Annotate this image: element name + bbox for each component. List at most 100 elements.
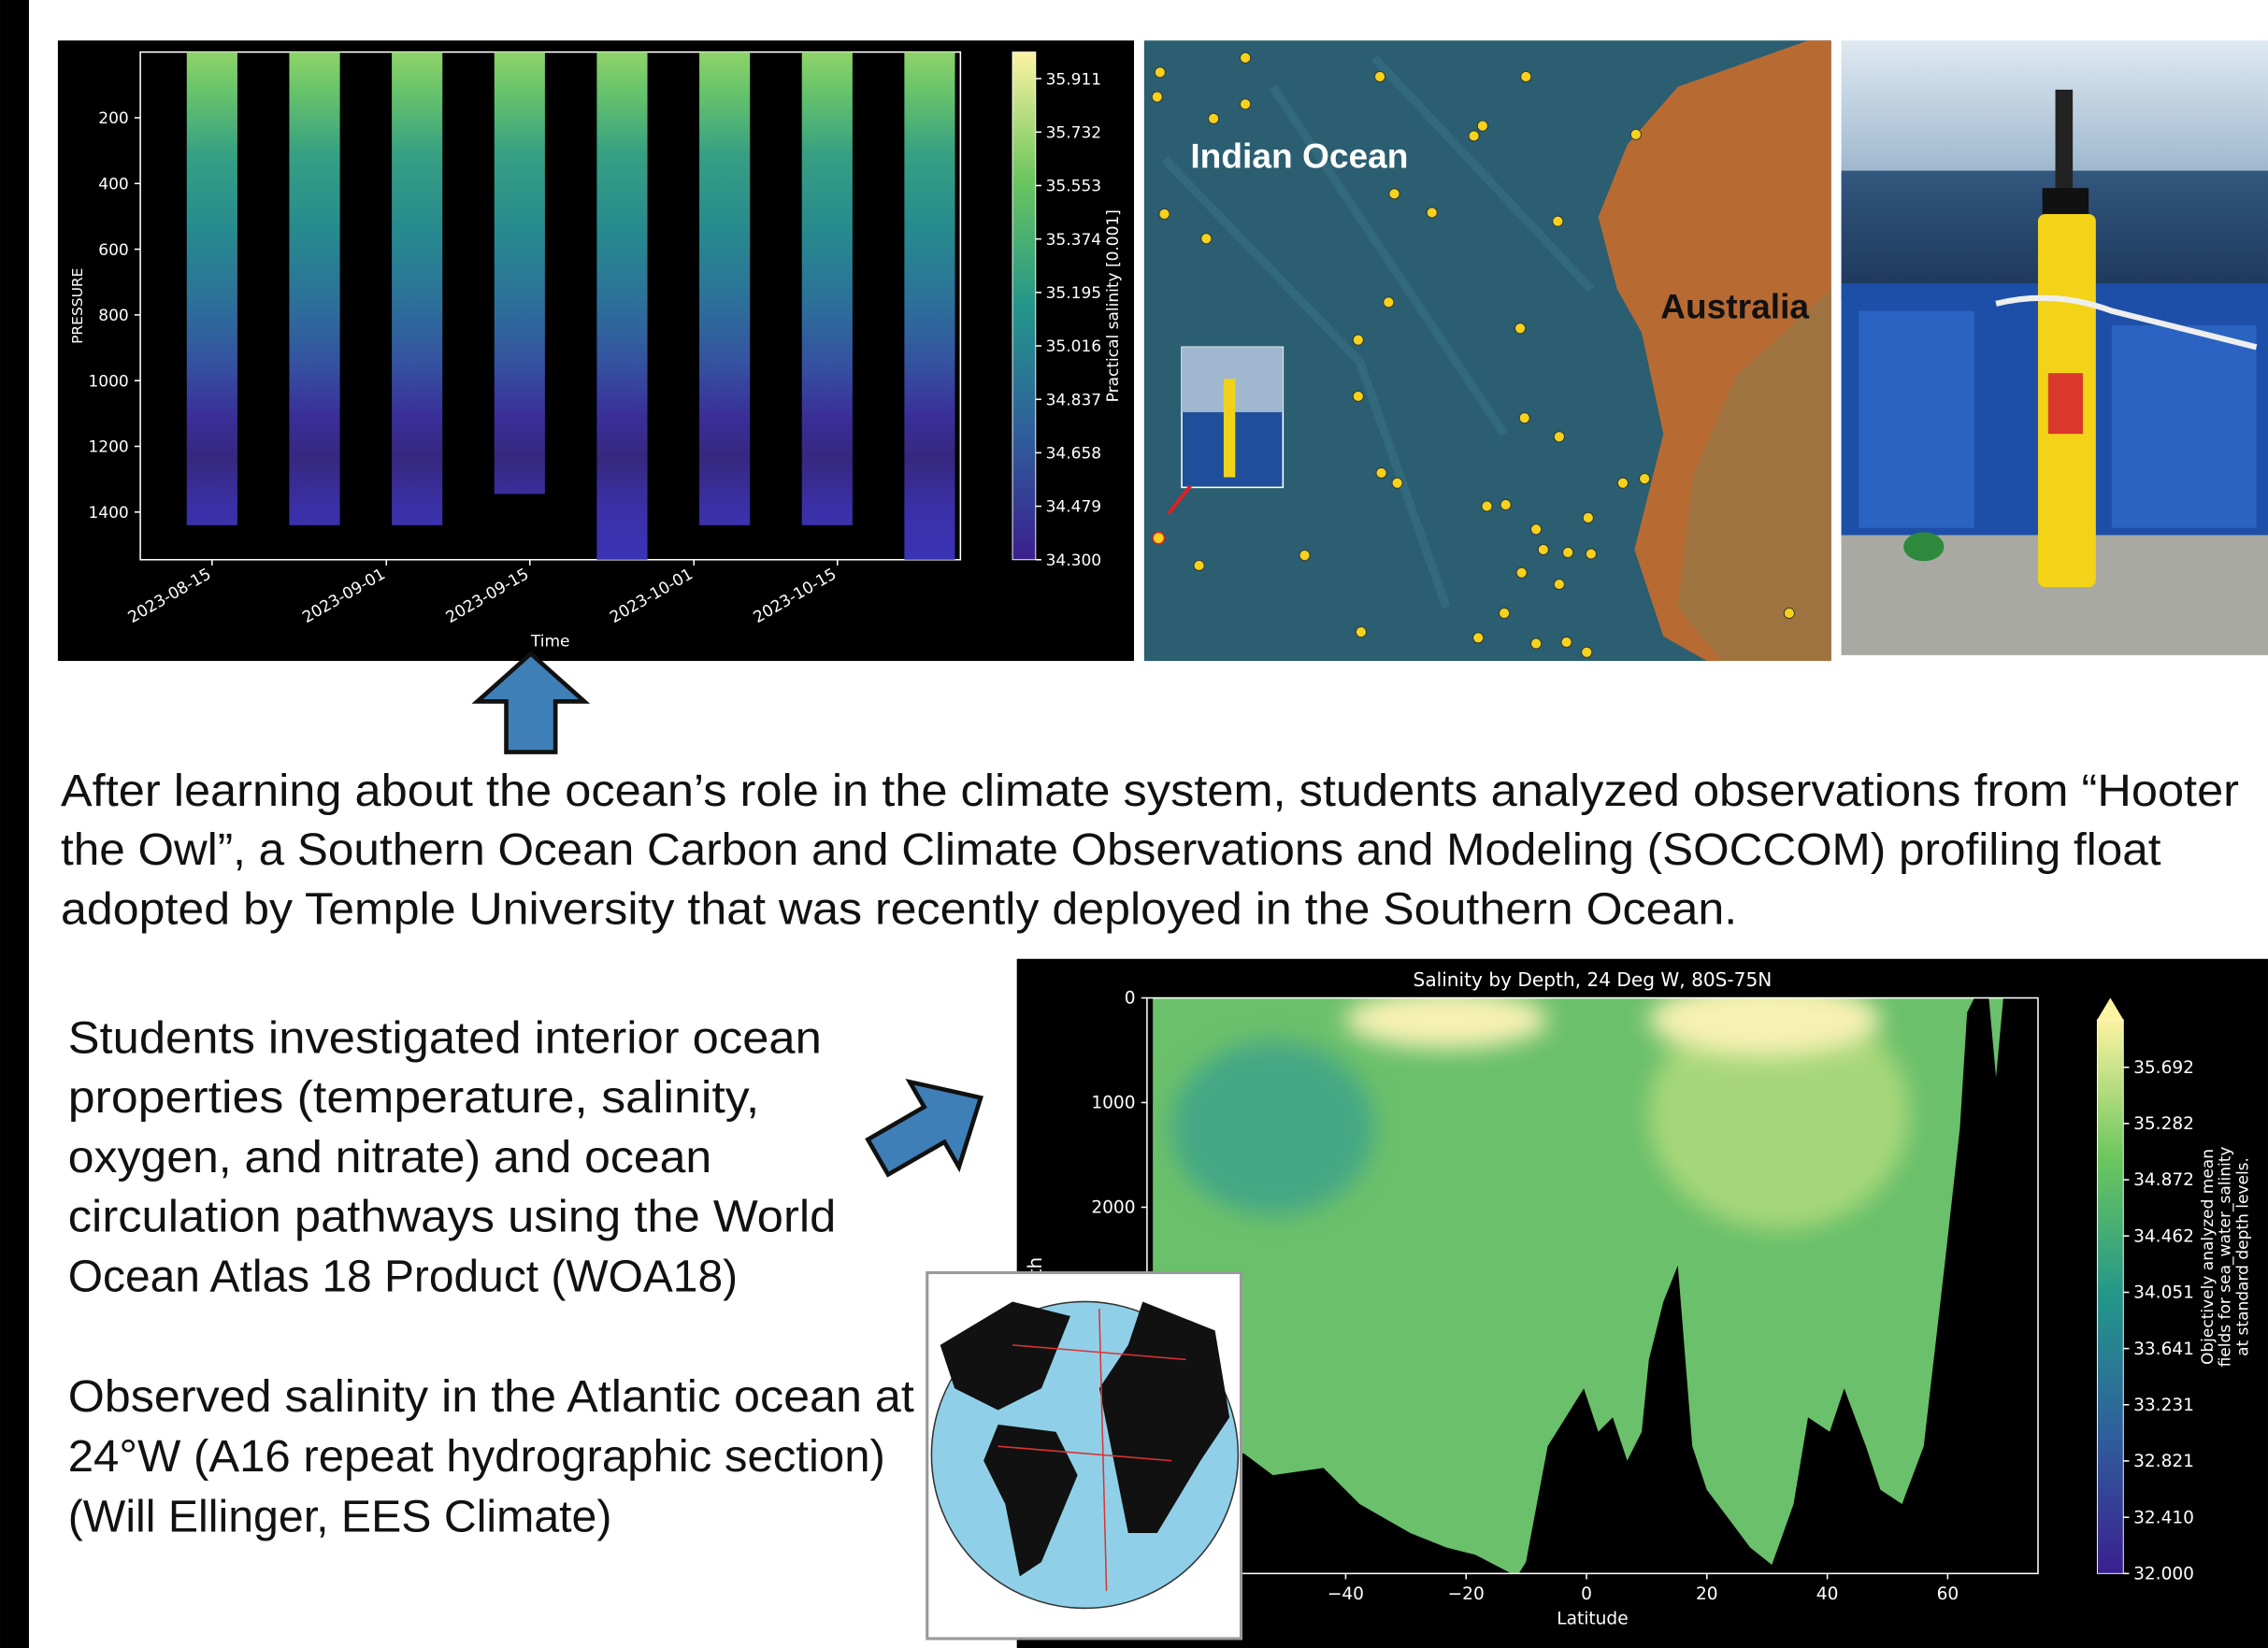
x-tick-label: 0 [1581,1584,1592,1604]
paragraph-line: the Owl”, a Southern Ocean Carbon and Cl… [61,825,2160,875]
float-marker [1531,638,1542,649]
float-marker [1152,92,1162,102]
float-marker [1554,579,1564,589]
note-line: Ocean Atlas 18 Product (WOA18) [68,1252,738,1301]
slide: 20040060080010001200140035.91135.73235.5… [0,0,2268,1648]
float-marker [1554,432,1564,442]
note-line: (Will Ellinger, EES Climate) [68,1492,612,1541]
photo-panel [1859,311,1974,528]
float-marker [1531,524,1542,535]
float-marker [1519,413,1529,423]
colorbar-tick-label: 35.282 [2133,1114,2194,1134]
chart-title: Salinity by Depth, 24 Deg W, 80S-75N [1414,968,1773,991]
note-line: Observed salinity in the Atlantic ocean … [68,1372,914,1422]
float-location [1153,532,1164,543]
note-line: oxygen, and nitrate) and ocean [68,1133,711,1182]
float-marker [1482,501,1492,511]
photo-object [1903,532,1944,561]
colorbar-label: Practical salinity [0.001] [1104,209,1123,402]
float-marker [1586,549,1596,559]
profile-column [289,52,339,525]
float-marker [1561,637,1572,647]
float-marker [1500,608,1510,618]
float-marker [1201,234,1212,244]
float-marker [1630,129,1641,139]
colorbar-tick-label: 33.231 [2133,1396,2194,1415]
photo-panel [2112,325,2257,528]
float-marker [1353,391,1363,401]
colorbar-label: fields for sea_water_salinity [2217,1147,2235,1368]
float-marker [1209,113,1219,123]
x-axis-label: Time [530,633,570,652]
colorbar-tick-label: 34.872 [2133,1170,2194,1190]
y-tick-label: 400 [98,175,128,193]
float-photo [1842,40,2268,655]
y-tick-label: 600 [98,241,128,260]
colorbar-tick-label: 35.911 [1046,70,1101,89]
x-tick-label: 20 [1696,1584,1718,1604]
colorbar-tick-label: 32.821 [2133,1452,2194,1471]
float-marker [1392,478,1402,488]
map-label: Indian Ocean [1190,136,1408,175]
y-tick-label: 2000 [1091,1198,1135,1218]
float-marker [1515,323,1526,334]
colorbar-tick-label: 35.692 [2133,1058,2194,1078]
heatmap-panel: 20040060080010001200140035.91135.73235.5… [58,40,1134,661]
map-label: Australia [1660,286,1809,325]
float-marker [1159,208,1170,219]
colorbar-tick-label: 34.837 [1046,391,1101,409]
colorbar-tick-label: 32.410 [2133,1508,2194,1527]
colorbar [2097,1020,2123,1574]
float-marker [1155,67,1165,78]
x-tick-label: 60 [1937,1584,1959,1604]
float-marker [1640,474,1650,484]
note-line: Students investigated interior ocean [68,1013,822,1063]
profile-column [699,52,750,525]
note-line: circulation pathways using the World [68,1193,837,1242]
map-panel: Indian Ocean Australia [1144,40,1831,661]
y-tick-label: 200 [98,109,128,128]
colorbar-tick-label: 34.051 [2133,1283,2194,1303]
x-tick-label: −20 [1448,1584,1485,1604]
inset-map [927,1273,1242,1639]
y-tick-label: 1400 [88,504,128,523]
colorbar-label: Objectively analyzed mean [2199,1149,2218,1365]
float-marker [1389,189,1400,199]
float-marker [1583,512,1593,523]
float-marker [1427,208,1437,218]
profile-column [187,52,237,525]
y-tick-label: 1000 [1091,1094,1135,1113]
y-tick-label: 0 [1125,989,1136,1009]
float-marker [1299,551,1310,561]
colorbar-tick-label: 35.374 [1046,231,1101,250]
inset-float [1224,379,1235,477]
float-marker [1241,99,1251,109]
colorbar-tick-label: 34.462 [2133,1226,2194,1246]
y-tick-label: 800 [98,307,128,325]
float-marker [1582,647,1592,657]
float-marker [1784,608,1794,618]
note-line: properties (temperature, salinity, [68,1073,760,1123]
y-tick-label: 1000 [88,372,128,391]
colorbar-tick-label: 35.016 [1046,337,1101,356]
colorbar-tick-label: 34.479 [1046,498,1101,517]
float-marker [1617,478,1628,488]
float-logo [2048,373,2083,434]
colorbar-label: at standard depth levels. [2233,1157,2252,1356]
float-marker [1553,216,1563,226]
float-marker [1356,627,1366,638]
colorbar-tick-label: 35.732 [1046,123,1101,142]
paragraph-line: adopted by Temple University that was re… [61,885,1737,935]
colorbar-tick-label: 34.658 [1046,445,1101,464]
x-tick-label: −40 [1328,1584,1364,1604]
float-marker [1376,467,1386,478]
float-marker [1469,131,1479,141]
profile-column [802,52,853,525]
float-marker [1500,499,1511,509]
note-line: 24°W (A16 repeat hydrographic section) [68,1432,885,1482]
profile-column [904,52,955,560]
side-bar [0,0,29,1648]
float-marker [1384,297,1394,308]
float-cap [2043,188,2089,217]
float-marker [1538,544,1548,554]
